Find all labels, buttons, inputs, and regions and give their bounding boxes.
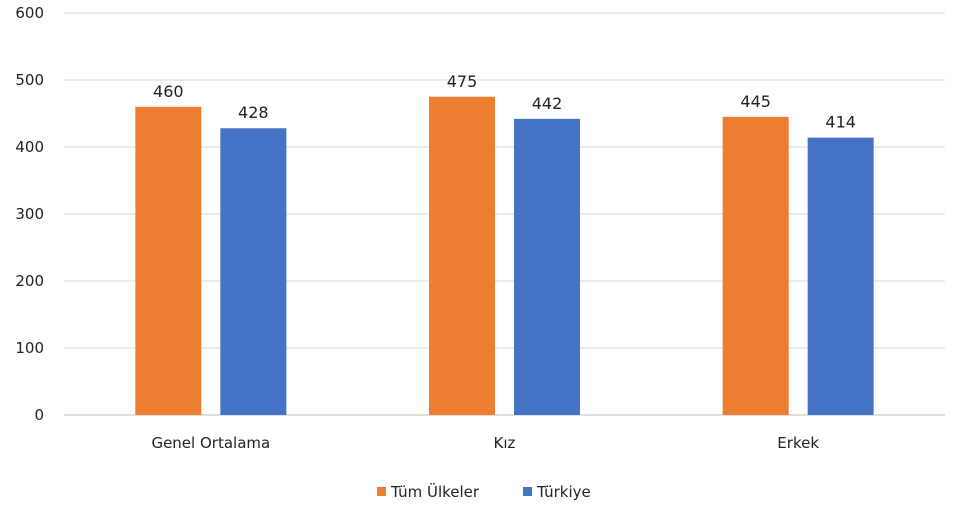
gridlines [64,12,945,416]
data-label: 428 [238,103,269,122]
data-label: 442 [532,94,563,113]
legend-swatch [523,487,532,496]
x-category-label: Kız [494,434,516,452]
y-axis-ticks: 0 100 200 300 400 500 600 [15,4,44,424]
y-tick-label: 400 [15,138,44,156]
y-tick-label: 600 [15,4,44,22]
data-labels: 460 428 475 442 445 414 [153,72,856,132]
data-label: 414 [825,113,856,132]
bar-tum-ulkeler-1 [429,96,495,415]
legend-label: Tüm Ülkeler [390,482,480,501]
y-tick-label: 100 [15,339,44,357]
x-category-label: Erkek [777,434,819,452]
legend-label: Türkiye [536,483,591,501]
bar-tum-ulkeler-0 [135,106,202,416]
y-tick-label: 500 [15,71,44,89]
legend-swatch [377,487,386,496]
data-label: 445 [740,92,771,111]
x-category-label: Genel Ortalama [151,434,270,452]
legend: Tüm Ülkeler Türkiye [377,482,591,501]
bar-tum-ulkeler-2 [722,116,789,415]
data-label: 475 [447,72,478,91]
bars [135,96,874,416]
y-tick-label: 200 [15,272,44,290]
bar-turkiye-2 [807,137,874,415]
y-tick-label: 0 [34,406,44,424]
y-tick-label: 300 [15,205,44,223]
bar-turkiye-0 [220,128,287,416]
bar-turkiye-1 [514,118,580,416]
data-label: 460 [153,82,184,101]
x-axis-categories: Genel Ortalama Kız Erkek [151,434,819,452]
